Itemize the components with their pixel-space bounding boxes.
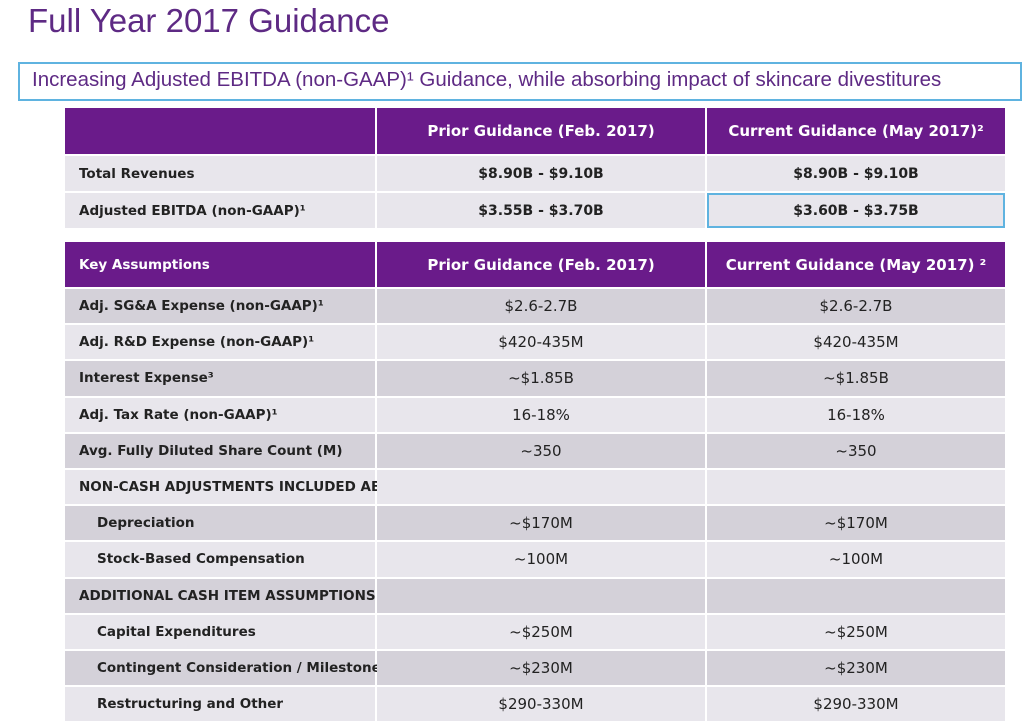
row-label: Stock-Based Compensation: [65, 542, 375, 577]
row-label: Total Revenues: [65, 156, 375, 191]
value-cell: $290-330M: [377, 687, 705, 722]
section-title: NON-CASH ADJUSTMENTS INCLUDED ABOVE: [65, 470, 412, 505]
empty-cell: [707, 470, 1005, 505]
value-cell: ~100M: [707, 542, 1005, 577]
value-cell: $3.60B - $3.75B: [707, 193, 1005, 228]
value-cell: ~$230M: [707, 651, 1005, 686]
value-cell: ~$1.85B: [707, 361, 1005, 396]
value-cell: ~350: [707, 433, 1005, 468]
value-cell: ~$250M: [377, 614, 705, 649]
row-label: Capital Expenditures: [65, 614, 375, 649]
header-cell: [65, 108, 375, 154]
row-label: Adjusted EBITDA (non-GAAP)¹: [65, 193, 375, 228]
value-cell: ~$250M: [707, 614, 1005, 649]
value-cell: ~$170M: [377, 506, 705, 541]
value-cell: ~350: [377, 433, 705, 468]
value-cell: $420-435M: [707, 325, 1005, 360]
empty-cell: [377, 470, 705, 505]
row-label: Avg. Fully Diluted Share Count (M): [65, 433, 375, 468]
value-cell: ~100M: [377, 542, 705, 577]
title: Full Year 2017 Guidance: [28, 2, 390, 39]
row-label: Adj. SG&A Expense (non-GAAP)¹: [65, 289, 375, 324]
value-cell: 16-18%: [707, 397, 1005, 432]
value-cell: $8.90B - $9.10B: [707, 156, 1005, 191]
value-cell: ~$170M: [707, 506, 1005, 541]
value-cell: ~$1.85B: [377, 361, 705, 396]
row-label: Contingent Consideration / Milestones: [65, 651, 389, 686]
empty-cell: [707, 578, 1005, 613]
row-label: Adj. R&D Expense (non-GAAP)¹: [65, 325, 375, 360]
row-label: Depreciation: [65, 506, 375, 541]
column-header: Current Guidance (May 2017) ²: [707, 242, 1005, 287]
column-header: Key Assumptions: [65, 242, 375, 287]
subtitle: Increasing Adjusted EBITDA (non-GAAP)¹ G…: [32, 68, 942, 91]
section-title: ADDITIONAL CASH ITEM ASSUMPTIONS: [65, 578, 376, 613]
empty-cell: [377, 578, 705, 613]
value-cell: $420-435M: [377, 325, 705, 360]
value-cell: $290-330M: [707, 687, 1005, 722]
value-cell: $8.90B - $9.10B: [377, 156, 705, 191]
value-cell: ~$230M: [377, 651, 705, 686]
column-header: Current Guidance (May 2017)²: [707, 108, 1005, 154]
value-cell: 16-18%: [377, 397, 705, 432]
subtitle-box: [18, 62, 1022, 101]
value-cell: $2.6-2.7B: [377, 289, 705, 324]
column-header: Prior Guidance (Feb. 2017): [377, 242, 705, 287]
value-cell: $2.6-2.7B: [707, 289, 1005, 324]
row-label: Interest Expense³: [65, 361, 375, 396]
value-cell: $3.55B - $3.70B: [377, 193, 705, 228]
column-header: Prior Guidance (Feb. 2017): [377, 108, 705, 154]
row-label: Restructuring and Other: [65, 687, 375, 722]
row-label: Adj. Tax Rate (non-GAAP)¹: [65, 397, 375, 432]
